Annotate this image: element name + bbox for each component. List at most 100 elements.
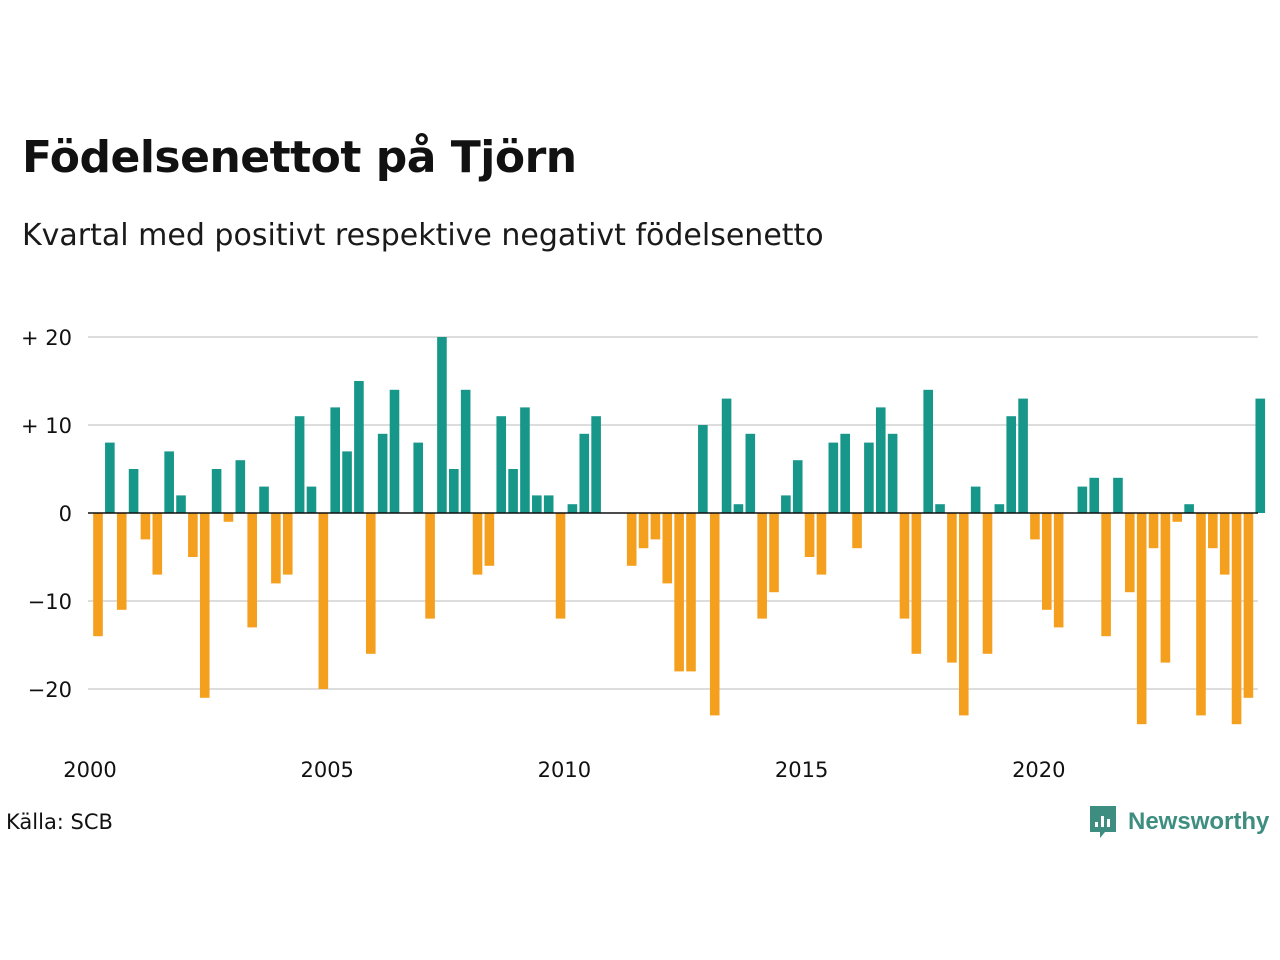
bar-positive	[1077, 486, 1088, 513]
bar-negative	[626, 513, 637, 566]
x-tick-label: 2020	[1012, 758, 1065, 782]
bar-positive	[413, 442, 424, 513]
bar-negative	[318, 513, 329, 689]
x-axis-labels: 2000 2005 2010 2015 2020	[63, 758, 1065, 782]
bar-positive	[864, 442, 874, 513]
bar-positive	[994, 504, 1005, 513]
bar-negative	[1208, 513, 1218, 549]
bar-positive	[733, 504, 744, 513]
bar-negative	[638, 513, 649, 549]
bar-negative	[484, 513, 495, 566]
bar-negative	[662, 513, 673, 584]
y-tick-label: −20	[28, 678, 72, 702]
bar-negative	[152, 513, 163, 575]
bar-positive	[1113, 477, 1123, 513]
bar-negative	[757, 513, 767, 619]
bar-positive	[306, 486, 317, 513]
newsworthy-logo-text: Newsworthy	[1128, 808, 1270, 835]
bar-positive	[1089, 477, 1100, 513]
bar-positive	[840, 433, 850, 513]
bar-positive	[532, 495, 542, 513]
bar-positive	[828, 442, 839, 513]
bar-positive	[294, 416, 305, 513]
bar-positive	[745, 433, 756, 513]
bar-negative	[1042, 513, 1052, 610]
bar-positive	[259, 486, 269, 513]
x-tick-label: 2005	[300, 758, 353, 782]
bar-negative	[223, 513, 234, 522]
x-tick-label: 2000	[63, 758, 116, 782]
bar-negative	[650, 513, 661, 540]
bar-negative	[425, 513, 435, 619]
bar-positive	[579, 433, 590, 513]
bar-negative	[674, 513, 684, 672]
bar-positive	[211, 469, 222, 513]
y-tick-label: + 20	[21, 326, 72, 350]
bar-positive	[176, 495, 186, 513]
bar-negative	[911, 513, 922, 654]
bar-negative	[947, 513, 957, 663]
bar-positive	[1255, 398, 1266, 513]
bar-negative	[852, 513, 862, 549]
y-tick-label: + 10	[21, 414, 72, 438]
bar-positive	[1018, 398, 1028, 513]
bar-negative	[804, 513, 815, 557]
bar-negative	[1125, 513, 1135, 593]
bar-negative	[1243, 513, 1254, 698]
bar-positive	[923, 389, 933, 513]
bar-positive	[591, 416, 601, 513]
bar-positive	[887, 433, 898, 513]
y-axis-labels: + 20 + 10 0 −10 −20	[21, 326, 72, 702]
bar-negative	[1172, 513, 1183, 522]
bar-positive	[698, 425, 708, 513]
bar-positive	[437, 337, 447, 513]
newsworthy-logo-icon	[1090, 806, 1116, 838]
bar-positive	[543, 495, 554, 513]
source-note: Källa: SCB	[6, 810, 113, 834]
bars	[93, 337, 1266, 725]
bar-positive	[460, 389, 471, 513]
bar-positive	[354, 381, 364, 513]
bar-negative	[116, 513, 127, 610]
y-tick-label: −10	[28, 590, 72, 614]
bar-positive	[1006, 416, 1017, 513]
bar-negative	[1219, 513, 1230, 575]
bar-negative	[199, 513, 210, 698]
newsworthy-logo[interactable]: Newsworthy	[1088, 804, 1269, 840]
bar-negative	[769, 513, 779, 593]
bar-positive	[1184, 504, 1194, 513]
bar-negative	[93, 513, 103, 637]
bar-negative	[1231, 513, 1242, 725]
bar-positive	[520, 407, 530, 513]
bar-positive	[496, 416, 507, 513]
bar-negative	[555, 513, 566, 619]
bar-positive	[342, 451, 352, 513]
bar-positive	[721, 398, 732, 513]
bar-positive	[164, 451, 174, 513]
bar-negative	[472, 513, 483, 575]
bar-negative	[1160, 513, 1171, 663]
bar-negative	[1030, 513, 1040, 540]
bar-positive	[792, 460, 803, 513]
bar-negative	[1148, 513, 1159, 549]
bar-positive	[389, 389, 400, 513]
bar-negative	[140, 513, 151, 540]
bar-negative	[365, 513, 376, 654]
bar-positive	[970, 486, 981, 513]
bar-positive	[781, 495, 791, 513]
bar-positive	[449, 469, 459, 513]
bar-negative	[247, 513, 257, 628]
bar-positive	[508, 469, 518, 513]
bar-negative	[282, 513, 293, 575]
bar-negative	[899, 513, 910, 619]
bar-negative	[686, 513, 696, 672]
bar-positive	[875, 407, 886, 513]
y-tick-label: 0	[59, 502, 72, 526]
bar-negative	[1196, 513, 1206, 716]
bar-negative	[188, 513, 198, 557]
bar-positive	[935, 504, 945, 513]
bar-negative	[958, 513, 969, 716]
bar-negative	[982, 513, 993, 654]
bar-positive	[235, 460, 246, 513]
